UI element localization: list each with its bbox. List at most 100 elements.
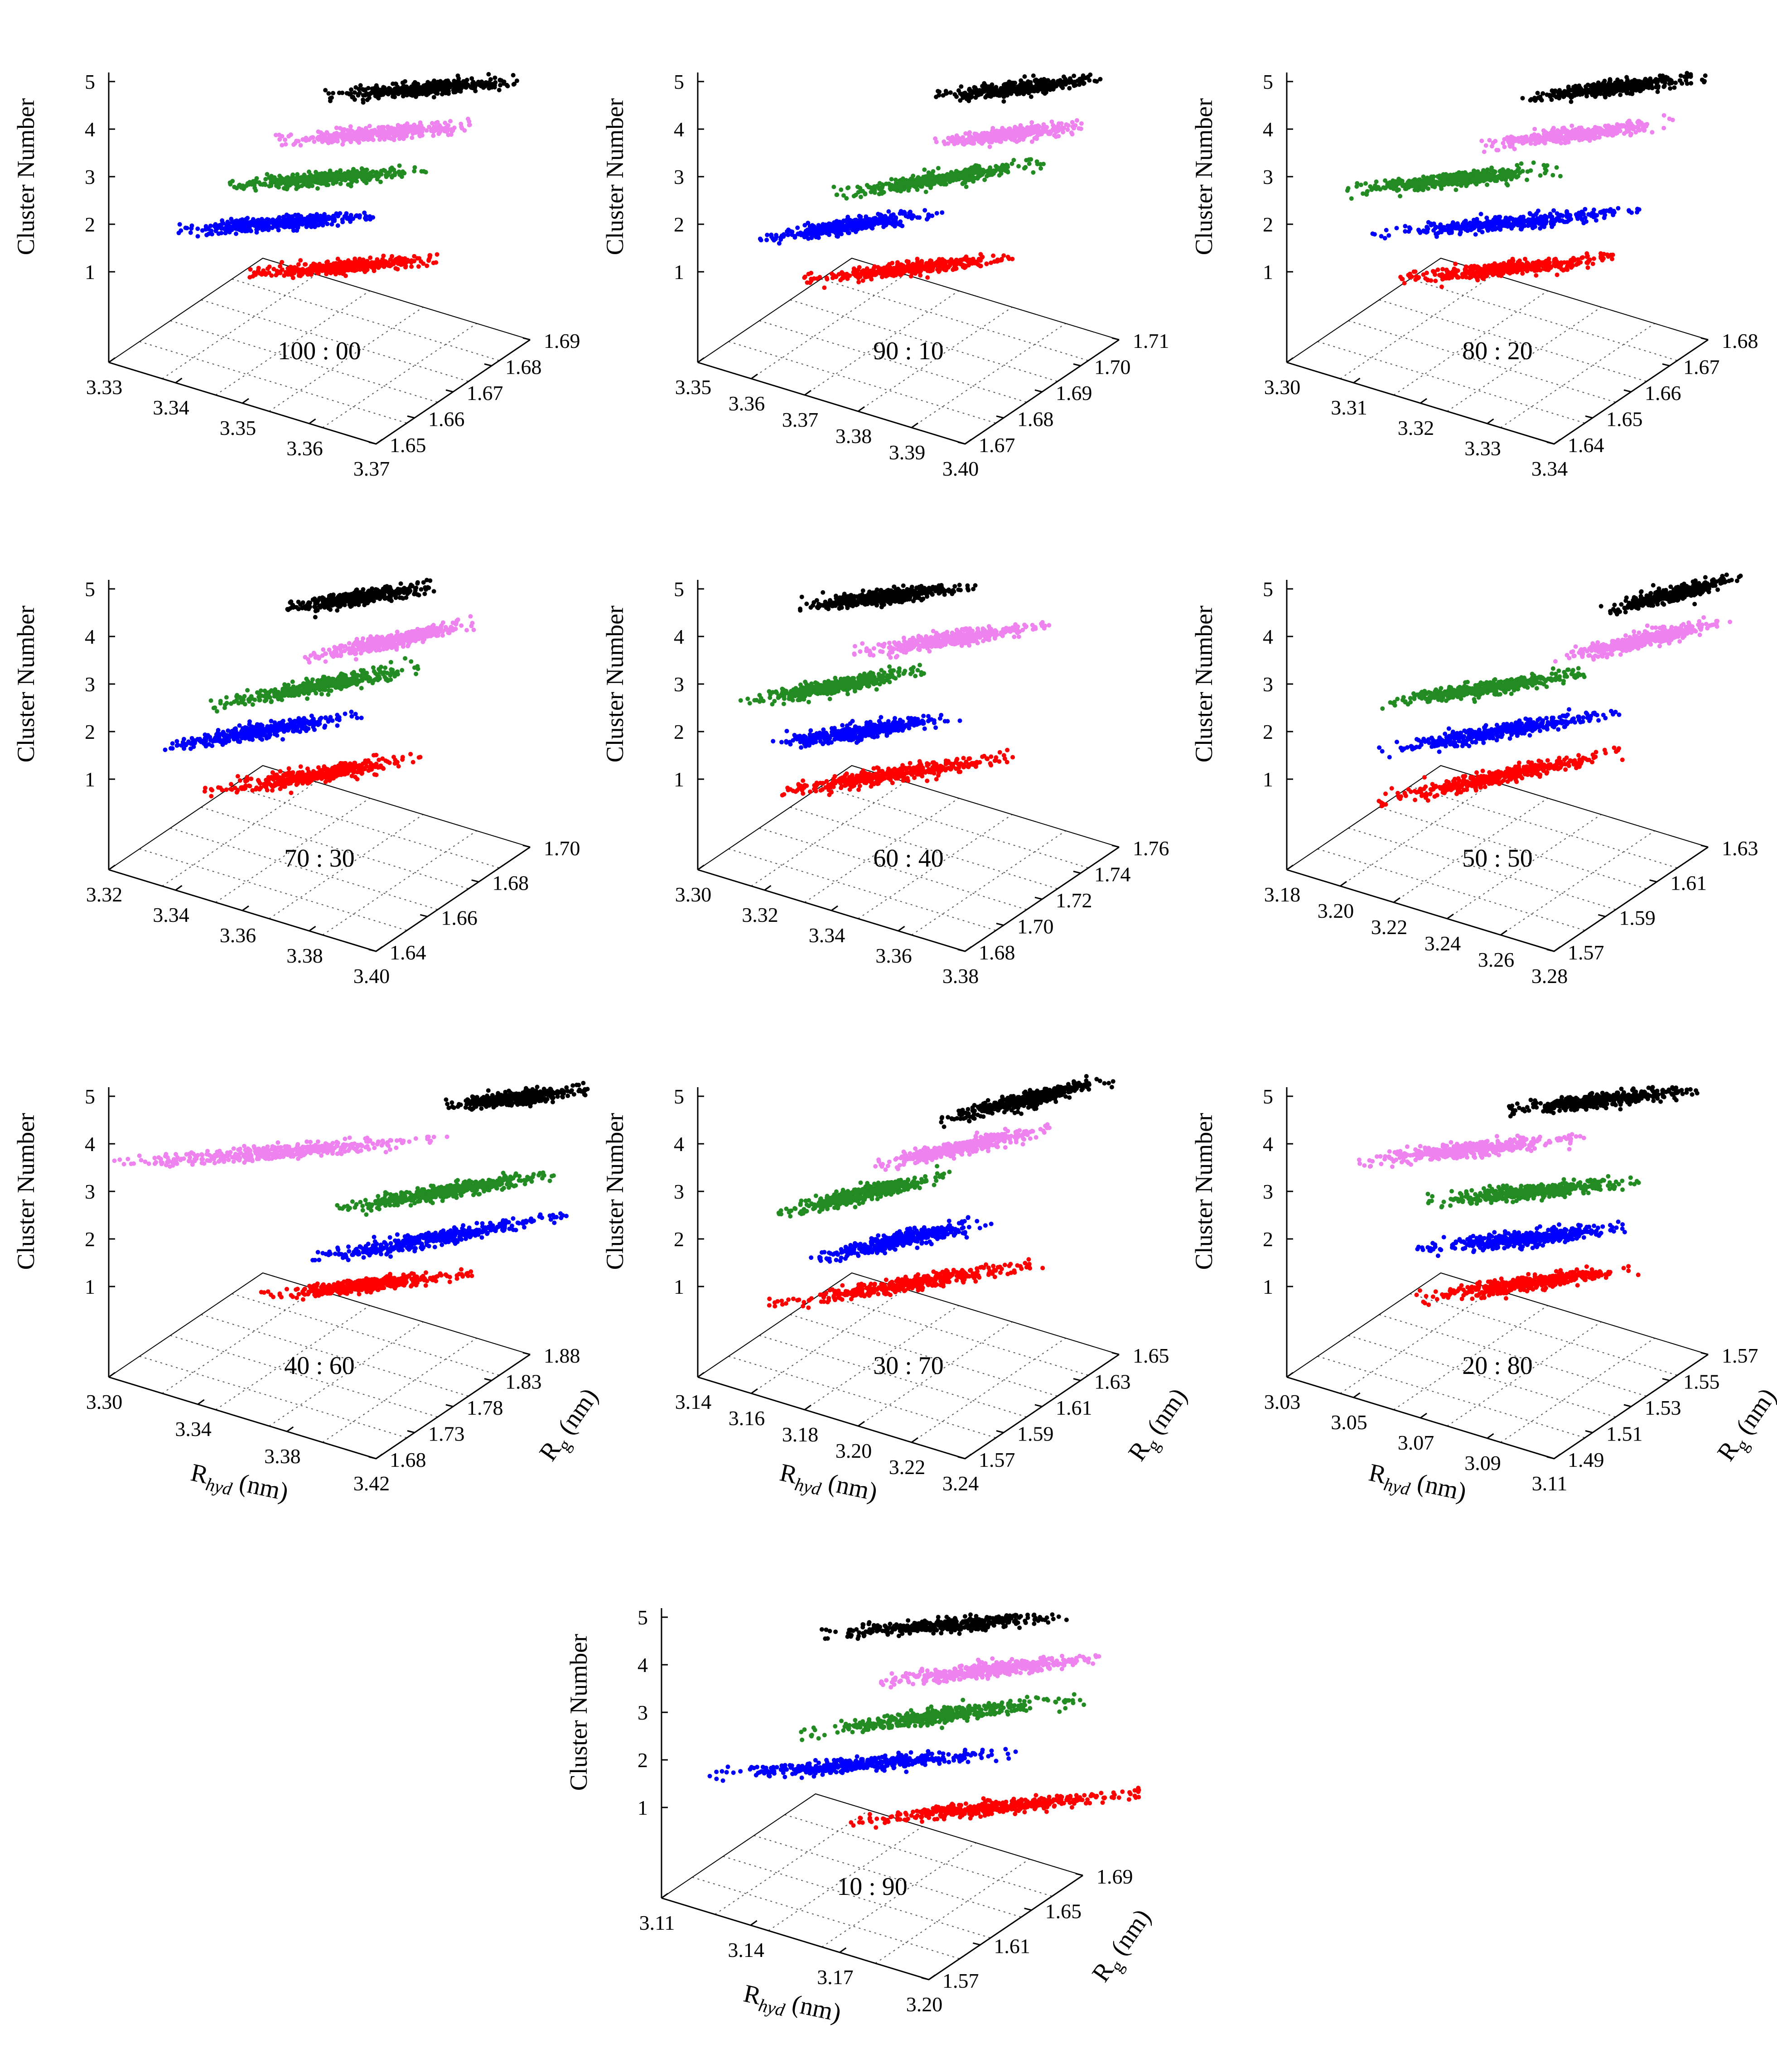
- data-point: [1035, 87, 1040, 92]
- data-point: [1536, 260, 1541, 264]
- data-point: [229, 217, 233, 222]
- data-point: [380, 257, 385, 261]
- data-point: [1440, 277, 1445, 282]
- chart-panel-1: 12345Cluster Number3.333.343.353.363.371…: [12, 70, 580, 480]
- data-point: [1475, 265, 1480, 269]
- data-point: [371, 138, 376, 142]
- data-point: [862, 270, 867, 275]
- data-point: [393, 128, 398, 133]
- data-point: [933, 136, 937, 141]
- y-tick-label: 1.68: [1017, 408, 1054, 431]
- data-point: [336, 223, 340, 228]
- data-point: [466, 117, 470, 121]
- data-point: [348, 92, 352, 96]
- data-point: [415, 256, 420, 260]
- data-point: [404, 87, 409, 92]
- series-cluster-3: [831, 157, 1046, 201]
- data-point: [940, 210, 944, 215]
- data-point: [837, 230, 841, 235]
- x-tick-mark: [1354, 378, 1360, 383]
- data-point: [1421, 272, 1426, 277]
- data-point: [953, 267, 958, 271]
- data-point: [921, 175, 926, 179]
- data-point: [1483, 266, 1488, 270]
- data-point: [1025, 125, 1030, 130]
- data-point: [903, 179, 908, 184]
- data-point: [813, 234, 818, 238]
- data-point: [242, 222, 246, 226]
- data-point: [435, 252, 439, 257]
- data-point: [398, 262, 402, 266]
- data-point: [291, 142, 296, 147]
- data-point: [323, 88, 328, 92]
- data-point: [299, 143, 303, 148]
- data-point: [967, 262, 971, 266]
- data-point: [308, 213, 313, 218]
- data-point: [918, 273, 922, 278]
- data-point: [1511, 268, 1515, 272]
- x-tick-mark: [805, 390, 811, 395]
- data-point: [271, 267, 276, 271]
- data-point: [487, 86, 491, 91]
- data-point: [351, 95, 355, 99]
- data-point: [769, 232, 773, 237]
- data-point: [840, 221, 844, 226]
- data-point: [985, 262, 989, 266]
- data-point: [963, 131, 968, 136]
- z-tick-label: 5: [85, 70, 95, 93]
- x-tick-label: 3.31: [1331, 396, 1367, 419]
- data-point: [263, 218, 268, 223]
- data-point: [1453, 271, 1458, 275]
- data-point: [856, 280, 861, 284]
- data-point: [297, 270, 301, 275]
- data-point: [845, 215, 850, 219]
- data-point: [1591, 261, 1595, 266]
- data-point: [219, 231, 224, 235]
- data-point: [915, 215, 920, 220]
- data-point: [963, 138, 967, 143]
- data-point: [899, 184, 904, 188]
- series-cluster-3: [228, 164, 428, 193]
- data-point: [364, 181, 369, 185]
- data-point: [955, 133, 959, 138]
- data-point: [1610, 257, 1614, 261]
- y-tick-label: 1.67: [467, 381, 503, 405]
- x-tick-label: 3.37: [353, 457, 390, 480]
- data-point: [410, 135, 414, 140]
- data-point: [802, 223, 807, 227]
- data-point: [974, 87, 978, 92]
- data-point: [1495, 263, 1500, 268]
- data-point: [357, 257, 362, 261]
- data-point: [1037, 130, 1042, 134]
- z-tick-label: 2: [1263, 213, 1273, 236]
- data-point: [925, 217, 929, 222]
- data-point: [1637, 207, 1642, 212]
- data-point: [954, 95, 959, 99]
- data-point: [1425, 278, 1430, 282]
- data-point: [825, 277, 829, 281]
- data-point: [352, 137, 357, 141]
- x-tick-label: 3.37: [782, 408, 819, 431]
- data-point: [304, 138, 309, 143]
- data-point: [929, 179, 934, 184]
- data-point: [486, 72, 491, 77]
- data-point: [340, 217, 345, 222]
- data-point: [786, 233, 790, 237]
- x-tick-mark: [1287, 358, 1293, 362]
- data-point: [189, 226, 193, 231]
- data-point: [224, 226, 228, 230]
- data-point: [282, 186, 286, 191]
- data-point: [809, 277, 813, 281]
- data-point: [942, 263, 947, 267]
- data-point: [777, 241, 782, 246]
- data-point: [364, 217, 368, 222]
- data-point: [432, 125, 437, 129]
- data-point: [341, 271, 345, 276]
- data-point: [842, 228, 846, 232]
- data-point: [445, 78, 450, 83]
- data-point: [1506, 266, 1511, 271]
- data-point: [1579, 255, 1584, 260]
- data-point: [319, 221, 324, 226]
- data-point: [406, 130, 410, 135]
- data-point: [846, 185, 850, 190]
